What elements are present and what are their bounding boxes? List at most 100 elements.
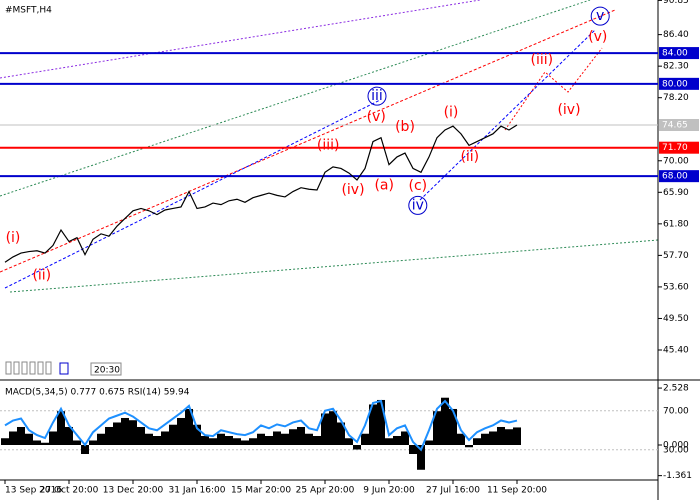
histogram-bar [57,411,65,445]
y-tick-label: 57.70 [663,251,689,261]
histogram-bar [153,435,161,445]
forecast-path [504,47,603,131]
toolbar-icon [29,361,36,375]
wave-label: v [596,8,604,24]
x-tick-label: 13 Sep 2016 [5,486,62,496]
trend-line [9,239,659,293]
level-label: 80.00 [662,79,688,89]
wave-label: (ii) [460,149,479,165]
x-tick-label: 11 Sep 20:00 [487,486,547,496]
histogram-bar [225,435,233,445]
level-box [659,170,699,183]
y-tick-label: 86.40 [663,30,689,40]
y2-tick-label: 70.00 [663,406,689,416]
toolbar-icon [45,361,52,375]
y-tick-label: 65.90 [663,188,689,198]
y-tick-label: 61.80 [663,219,689,229]
histogram-bar [513,427,521,445]
histogram-bar [313,435,321,445]
wave-label: (c) [408,178,427,194]
y-tick-label: 45.40 [663,346,689,356]
toolbar-icon [37,361,44,375]
y-tick-label: 90.85 [663,0,689,6]
wave-label: (i) [444,104,459,120]
toolbar: 20:30 [5,361,122,376]
level-box [659,47,699,60]
trend-line [419,29,596,201]
annotation-circle [408,195,428,215]
y-tick-label: 2.528 [663,384,689,394]
histogram-bar [345,438,353,445]
histogram-bar [353,444,361,450]
histogram-bar [217,433,225,445]
x-tick-label: 9 Jun 20:00 [363,486,415,496]
y2-tick-label: 30.00 [663,445,689,455]
histogram-bar [193,424,201,445]
y-tick-label: 53.60 [663,282,689,292]
histogram-bar [161,431,169,445]
level-box [659,77,699,90]
histogram-bar [73,440,81,445]
histogram-bar [41,442,49,445]
trend-line [0,0,481,79]
histogram-bar [233,438,241,445]
histogram-bar [201,435,209,445]
wave-label: (v) [367,109,386,125]
histogram-bar [489,431,497,445]
x-tick-label: 13 Dec 20:00 [103,486,164,496]
histogram-bar [257,433,265,445]
wave-label: (b) [395,119,415,135]
wave-label: (v) [588,29,607,45]
histogram-bar [281,433,289,445]
histogram-bar [465,444,473,448]
histogram-bar [209,438,217,445]
x-tick-label: 31 Jan 16:00 [169,486,226,496]
wave-label: iii [371,88,383,104]
y-tick-label: 78.20 [663,93,689,103]
time-box-label: 20:30 [94,366,120,376]
histogram-bar [425,440,433,445]
histogram-bar [473,438,481,445]
y-tick-label: 0.000 [663,440,689,450]
time-box [90,362,122,376]
histogram-bar [105,426,113,445]
y-tick-label: -1.361 [663,471,692,481]
rsi-line [4,399,518,452]
histogram-bar [241,440,249,445]
toolbar-icon [59,362,69,375]
histogram-bar [1,438,9,445]
histogram-bar [121,417,129,445]
toolbar-icon [5,361,12,375]
y-tick-label: 49.50 [663,314,689,324]
wave-label: (iii) [317,137,340,153]
histogram-bar [449,408,457,445]
x-tick-label: 25 Apr 20:00 [296,486,355,496]
histogram-bar [9,431,17,445]
histogram-bar [81,444,89,455]
wave-label: (ii) [32,267,51,283]
histogram-bar [321,413,329,445]
histogram-bar [329,411,337,445]
histogram-bar [305,433,313,445]
wave-label: (a) [374,177,394,193]
histogram-bar [145,433,153,445]
wave-label: (iv) [341,182,364,198]
wave-label: (i) [6,230,21,246]
histogram-bar [481,433,489,445]
histogram-bar [33,440,41,445]
histogram-bar [265,435,273,445]
indicator-title: MACD(5,34,5) 0.777 0.675 RSI(14) 59.94 [5,388,190,398]
price-line [4,124,518,263]
histogram-bar [297,426,305,445]
histogram-bar [457,433,465,445]
histogram-bar [433,411,441,445]
histogram-bar [401,431,409,445]
histogram-bar [129,420,137,445]
y-tick-label: 82.30 [663,62,689,72]
histogram-bar [369,404,377,445]
histogram-bar [505,429,513,445]
level-label: 84.00 [662,49,688,59]
toolbar-icon [13,361,20,375]
